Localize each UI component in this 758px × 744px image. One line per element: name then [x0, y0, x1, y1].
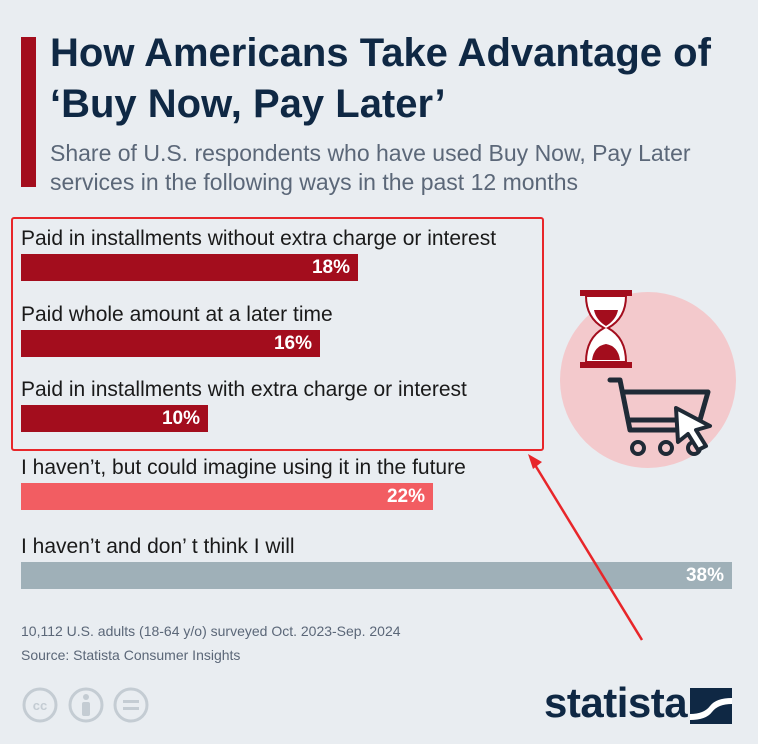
- bar: 22%: [21, 483, 433, 510]
- creative-commons-icon[interactable]: cc: [21, 686, 59, 724]
- no-derivatives-icon[interactable]: [112, 686, 150, 724]
- bar: 10%: [21, 405, 208, 432]
- bar-category-label: I haven’t, but could imagine using it in…: [21, 456, 466, 479]
- svg-text:cc: cc: [33, 698, 47, 713]
- survey-note: 10,112 U.S. adults (18-64 y/o) surveyed …: [21, 623, 401, 639]
- chart-subtitle: Share of U.S. respondents who have used …: [50, 140, 691, 195]
- bar-value-label: 38%: [685, 565, 724, 586]
- bar-category-label: Paid in installments without extra charg…: [21, 227, 497, 250]
- hourglass-shopping-cart-icon: [560, 290, 736, 468]
- bar-category-label: Paid in installments with extra charge o…: [21, 378, 467, 401]
- bar-value-label: 18%: [311, 257, 350, 278]
- bar-value-label: 22%: [386, 486, 425, 507]
- bar-category-label: Paid whole amount at a later time: [21, 303, 333, 326]
- bar: 16%: [21, 330, 320, 357]
- bar: 18%: [21, 254, 358, 281]
- attribution-icon[interactable]: [67, 686, 105, 724]
- statista-logo-mark-icon: [690, 688, 732, 724]
- title-accent-bar: [21, 37, 36, 187]
- chart-title: How Americans Take Advantage of ‘Buy Now…: [50, 31, 711, 126]
- source-note: Source: Statista Consumer Insights: [21, 647, 241, 663]
- statista-logo[interactable]: statista: [544, 679, 688, 726]
- bar: 38%: [21, 562, 732, 589]
- highlight-box: [11, 217, 544, 451]
- bar-value-label: 16%: [273, 333, 312, 354]
- bar-value-label: 10%: [161, 408, 200, 429]
- bar-category-label: I haven’t and don’ t think I will: [21, 535, 295, 558]
